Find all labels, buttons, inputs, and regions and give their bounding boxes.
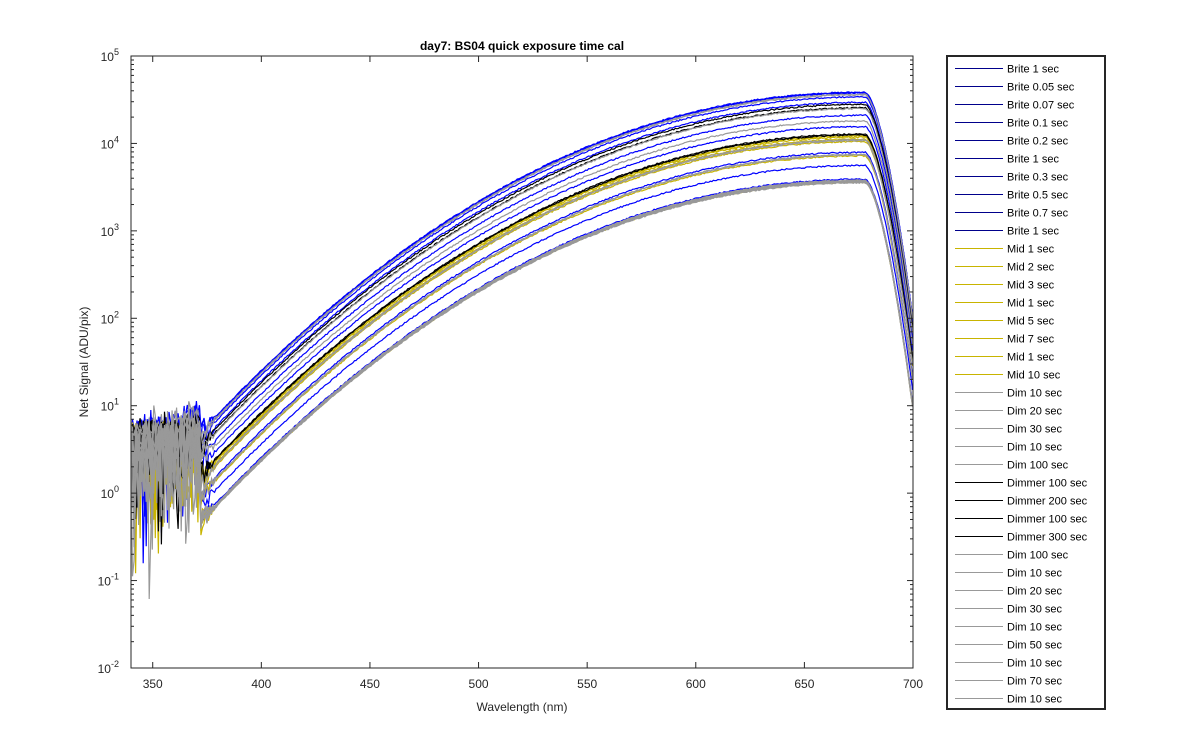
legend-label: Dimmer 100 sec [1007,514,1088,526]
x-tick-label: 400 [251,677,271,691]
y-tick-label: 100 [101,484,119,501]
legend-label: Dimmer 300 sec [1007,532,1088,544]
legend-label: Mid 7 sec [1007,334,1055,346]
legend-label: Dim 10 sec [1007,388,1063,400]
y-tick-label: 10-2 [98,659,119,676]
x-tick-label: 550 [577,677,597,691]
legend-label: Mid 1 sec [1007,352,1055,364]
legend-label: Brite 1 sec [1007,64,1059,76]
series-line-3 [131,164,913,533]
series-line-33 [131,119,913,548]
series-line-35 [131,107,913,495]
x-tick-label: 700 [903,677,923,691]
series-line-27 [131,103,913,511]
x-tick-label: 500 [469,677,489,691]
series-line-16 [131,135,913,525]
legend-label: Mid 1 sec [1007,298,1055,310]
x-tick-label: 600 [686,677,706,691]
y-tick-label: 102 [101,309,119,326]
y-tick-label: 105 [101,47,119,64]
y-tick-label: 101 [101,397,119,414]
series-line-28 [131,93,913,504]
legend-label: Brite 0.07 sec [1007,100,1075,112]
plot-frame [130,55,914,669]
series-line-10 [131,91,913,492]
series-line-24 [131,133,913,545]
legend-label: Mid 10 sec [1007,370,1061,382]
y-tick-label: 104 [101,134,119,151]
legend-label: Dim 10 sec [1007,622,1063,634]
series-line-4 [131,151,913,502]
series-line-30 [131,153,913,600]
x-axis-label: Wavelength (nm) [477,700,568,714]
series-line-26 [131,132,913,497]
legend-label: Dim 30 sec [1007,604,1063,616]
y-tick-label: 10-1 [98,572,119,589]
legend-label: Brite 0.1 sec [1007,118,1069,130]
legend-label: Mid 2 sec [1007,262,1055,274]
x-tick-label: 650 [794,677,814,691]
legend-box [946,55,1106,710]
legend: Brite 1 sec Brite 0.05 sec Brite 0.07 sec B… [946,55,1106,710]
legend-label: Dim 10 sec [1007,442,1063,454]
series-layer [131,91,913,600]
y-axis-label: Net Signal (ADU/pix) [77,307,91,418]
plot-area [131,56,913,668]
legend-label: Dim 70 sec [1007,676,1063,688]
legend-label: Dim 100 sec [1007,550,1069,562]
legend-label: Dim 10 sec [1007,694,1063,706]
series-line-8 [131,101,913,546]
series-line-5 [131,125,913,564]
legend-label: Brite 1 sec [1007,154,1059,166]
y-tick-label: 103 [101,222,119,239]
legend-label: Mid 1 sec [1007,244,1055,256]
legend-label: Brite 0.5 sec [1007,190,1069,202]
legend-label: Mid 5 sec [1007,316,1055,328]
legend-label: Dim 20 sec [1007,406,1063,418]
chart-title: day7: BS04 quick exposure time cal [420,39,624,53]
series-line-9 [131,95,913,505]
legend-label: Dimmer 100 sec [1007,478,1088,490]
legend-label: Brite 1 sec [1007,226,1059,238]
legend-label: Dimmer 200 sec [1007,496,1088,508]
legend-label: Brite 0.05 sec [1007,82,1075,94]
legend-label: Brite 0.7 sec [1007,208,1069,220]
series-line-36 [131,181,913,577]
legend-label: Brite 0.2 sec [1007,136,1069,148]
legend-label: Mid 3 sec [1007,280,1055,292]
legend-label: Dim 50 sec [1007,640,1063,652]
series-line-7 [131,114,913,499]
legend-label: Brite 0.3 sec [1007,172,1069,184]
x-tick-label: 350 [143,677,163,691]
legend-label: Dim 30 sec [1007,424,1063,436]
legend-label: Dim 20 sec [1007,586,1063,598]
legend-label: Dim 10 sec [1007,658,1063,670]
series-line-31 [131,139,913,526]
series-line-2 [131,178,913,547]
legend-label: Dim 100 sec [1007,460,1069,472]
axes-layer: 350 400 450 500 550 600 650 700 10-2 10-1 100 101 10… [98,47,924,691]
x-tick-label: 450 [360,677,380,691]
legend-label: Dim 10 sec [1007,568,1063,580]
